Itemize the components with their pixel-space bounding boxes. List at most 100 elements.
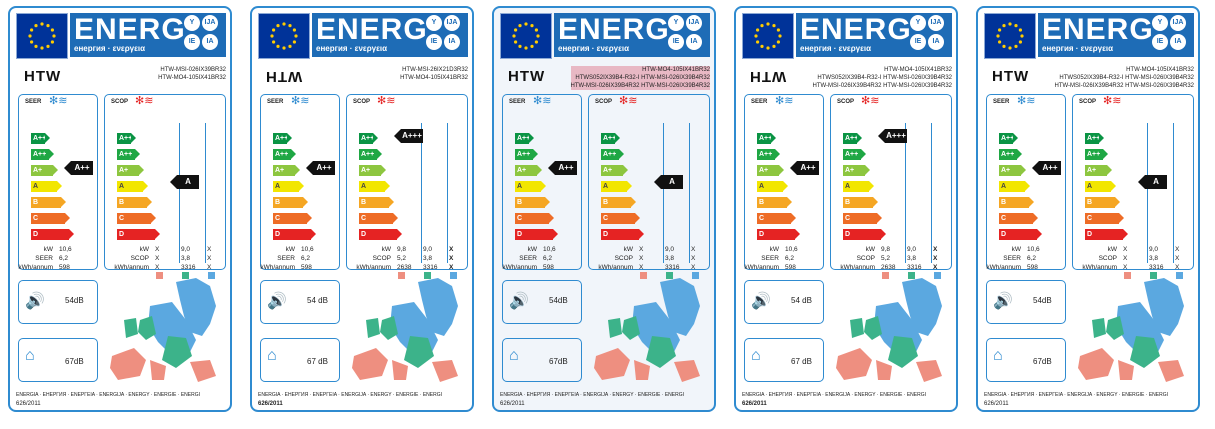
scop-scale-bar: C <box>843 213 882 224</box>
energy-footer-text: ENERGIA · ЕНЕРГИЯ · ΕΝΕΡΓΕΙΑ · ENERGIJA … <box>500 392 684 398</box>
scop-scale-bar: A+ <box>117 165 144 176</box>
eu-flag-icon <box>984 13 1036 59</box>
model-line: HTWS052IX39B4-R32-I HTW-MSI-026IX39B4R32 <box>570 74 710 82</box>
scop-value: X <box>639 255 644 262</box>
model-numbers: HTW-MSI-26IX21D3R32 HTW-MO4-105IX41BR32 <box>400 66 468 82</box>
language-bubble: IE <box>668 34 684 50</box>
energy-label: ENERG енергия · ενεργεια Y IJA IE IA HTW HTW-MO… <box>492 6 716 412</box>
energy-footer-text: ENERGIA · ЕНЕРГИЯ · ΕΝΕΡΓΕΙΑ · ENERGIJA … <box>984 392 1168 398</box>
seer-title: SEER <box>509 99 526 105</box>
column-divider <box>1173 123 1174 263</box>
house-sound-icon: ⌂ <box>993 347 1003 364</box>
climate-zone-swatch <box>640 272 647 279</box>
language-bubble: IA <box>1170 34 1186 50</box>
language-bubble: IE <box>1152 34 1168 50</box>
outdoor-sound-box: 🔊 54 dB <box>744 280 824 324</box>
scop-value: X <box>155 255 160 262</box>
speaker-icon: 🔊 <box>25 293 45 310</box>
scop-value: X <box>691 255 696 262</box>
scop-title: SCOP <box>1079 99 1097 105</box>
scop-value: X <box>1123 246 1128 253</box>
label-header: ENERG енергия · ενεργεια Y IJA IE IA <box>500 13 710 61</box>
seer-scale-bar: C <box>515 213 554 224</box>
model-numbers: HTW-MO4-105IX41BR32 HTWS052IX39B4-R32-I H… <box>1055 66 1195 90</box>
indoor-sound-box: ⌂ 67dB <box>18 338 98 382</box>
language-bubble: Y <box>1152 15 1168 31</box>
scop-scale-bar: D <box>843 229 886 240</box>
outdoor-sound-box: 🔊 54dB <box>502 280 582 324</box>
seer-title: SEER <box>25 99 42 105</box>
climate-zone-swatch <box>666 272 673 279</box>
scop-scale-bar: D <box>117 229 160 240</box>
outdoor-sound-value: 54dB <box>549 296 568 305</box>
scop-scale-bar: B <box>1085 197 1120 208</box>
seer-scale-bar: A+ <box>757 165 784 176</box>
scop-unit-label: SCOP <box>1098 255 1117 262</box>
indoor-sound-box: ⌂ 67 dB <box>744 338 824 382</box>
energ-subtitle: енергия · ενεργεια <box>1042 44 1114 53</box>
climate-zone-swatch <box>1176 272 1183 279</box>
seer-rating-arrow: A++ <box>548 161 577 175</box>
scop-scale-bar: A++ <box>1085 149 1108 160</box>
seer-unit-label: kW <box>769 246 779 253</box>
seer-panel: SEER ✻≋ A+++ A++ A+ A B C D A++ kW 10,6 SEER 6,2 kWh/a… <box>986 94 1066 271</box>
outdoor-sound-box: 🔊 54dB <box>18 280 98 324</box>
language-bubble: IA <box>444 34 460 50</box>
seer-value: 6,2 <box>301 255 311 262</box>
climate-zone-swatch <box>156 272 163 279</box>
climate-zone-swatch <box>1124 272 1131 279</box>
seer-scale-bar: C <box>757 213 796 224</box>
scop-value: X <box>933 264 938 271</box>
seer-unit-label: SEER <box>277 255 295 262</box>
language-bubble: Y <box>184 15 200 31</box>
language-bubble: IE <box>184 34 200 50</box>
language-bubble: IJA <box>1170 15 1186 31</box>
seer-scale-bar: B <box>757 197 792 208</box>
label-header: ENERG енергия · ενεργεια Y IJA IE IA <box>16 13 226 61</box>
heating-fan-icon: ✻≋ <box>135 95 154 107</box>
europe-climate-map <box>832 276 950 384</box>
scop-value: 3316 <box>665 264 680 271</box>
htw-logo: HTW <box>750 68 788 85</box>
seer-scale-bar: D <box>31 229 74 240</box>
scop-value: X <box>1175 264 1180 271</box>
language-bubble: Y <box>668 15 684 31</box>
model-line: HTW-MO4-105IX41BR32 <box>884 67 952 73</box>
scop-scale-bar: A+++ <box>359 133 379 144</box>
scop-value: 3,8 <box>423 255 433 262</box>
seer-unit-label: SEER <box>519 255 537 262</box>
column-divider <box>421 123 422 263</box>
energ-title: ENERG <box>800 13 912 46</box>
scop-value: X <box>1175 246 1180 253</box>
energy-banner: ENERG енергия · ενεργεια Y IJA IE IA <box>312 13 468 57</box>
energ-title: ENERG <box>316 13 428 46</box>
scop-scale-bar: A+++ <box>1085 133 1105 144</box>
scop-value: X <box>207 255 212 262</box>
model-line: HTWS052IX39B4-R32-I HTW-MSI-026IX39B4R32 <box>817 75 952 81</box>
seer-rating-arrow: A++ <box>306 161 335 175</box>
language-bubble: IE <box>910 34 926 50</box>
scop-scale-bar: A++ <box>117 149 140 160</box>
model-line: HTW-MSI-26IX21D3R32 <box>402 67 468 73</box>
seer-value: 6,2 <box>1027 255 1037 262</box>
htw-logo: HTW <box>266 68 304 85</box>
scop-unit-label: kWh/annum <box>114 264 149 271</box>
scop-scale-bar: D <box>359 229 402 240</box>
seer-panel: SEER ✻≋ A+++ A++ A+ A B C D A++ kW 10,6 SEER 6,2 kWh/a… <box>18 94 98 271</box>
outdoor-sound-value: 54 dB <box>307 296 328 305</box>
scop-scale-bar: C <box>601 213 640 224</box>
scop-scale-bar: A+ <box>1085 165 1112 176</box>
scop-panel: SCOP ✻≋ A+++ A++ A+ A B C D A+++ kW 9,8 9,0 X SCOP 5,2 3… <box>830 94 952 271</box>
energy-label: ENERG енергия · ενεργεια Y IJA IE IA HTW HTW-MS… <box>8 6 232 412</box>
energ-subtitle: енергия · ενεργεια <box>316 44 388 53</box>
outdoor-sound-value: 54dB <box>1033 296 1052 305</box>
outdoor-sound-value: 54 dB <box>791 296 812 305</box>
seer-value: 10,6 <box>785 246 798 253</box>
seer-panel: SEER ✻≋ A+++ A++ A+ A B C D A++ kW 10,6 SEER 6,2 kWh/a… <box>744 94 824 271</box>
seer-scale-bar: D <box>757 229 800 240</box>
eu-flag-icon <box>500 13 552 59</box>
scop-unit-label: kW <box>865 246 875 253</box>
scop-value: 3316 <box>907 264 922 271</box>
